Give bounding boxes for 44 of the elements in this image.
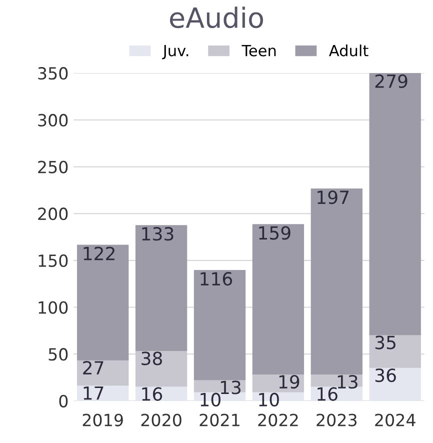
- y-tick-label: 200: [38, 208, 68, 220]
- x-tick-label: 2021: [200, 414, 240, 426]
- y-tick-label: 150: [38, 254, 68, 267]
- data-label: 197: [318, 190, 349, 204]
- y-tick-label: 0: [59, 394, 68, 408]
- data-label: 159: [259, 226, 290, 240]
- x-tick-label: 2022: [258, 414, 298, 426]
- data-label: 16: [318, 387, 338, 401]
- y-tick-label: 300: [38, 114, 68, 126]
- legend-label: Adult: [329, 44, 368, 56]
- bar: [135, 350, 188, 387]
- data-label: 19: [279, 375, 300, 389]
- bar: [77, 244, 129, 360]
- bar: [369, 73, 421, 336]
- y-tick-label: 100: [38, 301, 68, 314]
- data-label: 279: [375, 74, 408, 88]
- data-label: 133: [142, 227, 174, 241]
- x-tick-label: 2023: [316, 414, 357, 426]
- y-tick-label: 50: [48, 348, 68, 361]
- bar: [310, 188, 362, 374]
- data-label: 10: [200, 392, 220, 406]
- data-label: 35: [375, 336, 396, 350]
- x-tick-label: 2019: [82, 414, 123, 426]
- data-label: 16: [142, 387, 162, 401]
- chart-title: eAudio: [170, 6, 263, 28]
- x-tick-label: 2024: [375, 414, 416, 426]
- data-label: 122: [84, 246, 114, 260]
- bar: [135, 225, 188, 352]
- legend-label: Teen: [242, 45, 276, 56]
- data-label: 13: [338, 375, 358, 389]
- x-tick-label: 2020: [141, 414, 182, 426]
- data-label: 38: [142, 352, 162, 366]
- data-label: 17: [84, 386, 104, 400]
- legend-label: Juv.: [162, 45, 188, 60]
- y-tick-label: 350: [38, 67, 68, 80]
- data-label: 13: [220, 380, 241, 394]
- data-label: 10: [259, 392, 279, 406]
- data-label: 36: [375, 368, 396, 382]
- data-label: 27: [83, 360, 104, 374]
- y-tick-label: 250: [38, 160, 68, 174]
- bar: [194, 270, 246, 380]
- bar: [252, 224, 304, 374]
- bar: [369, 334, 421, 368]
- data-label: 116: [200, 272, 232, 286]
